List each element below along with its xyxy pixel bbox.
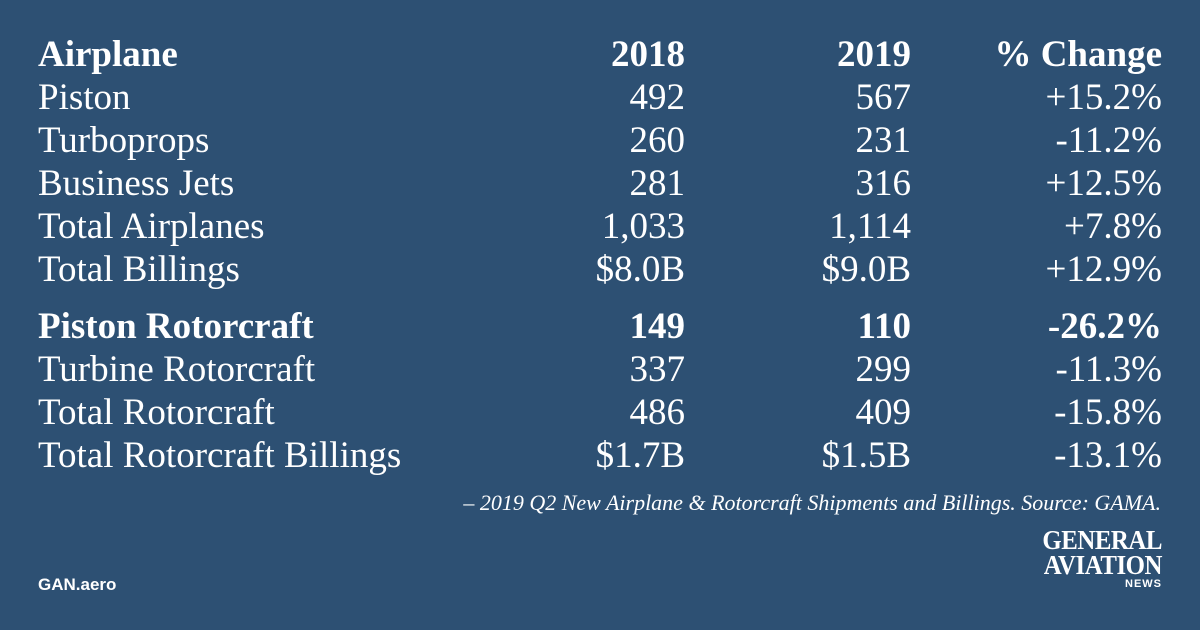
column-header-airplane: Airplane xyxy=(38,34,178,75)
table-row: Turboprops 260 231 -11.2% xyxy=(38,119,1162,162)
value-2019: 299 xyxy=(855,349,912,390)
value-change: -11.3% xyxy=(1055,349,1162,390)
table-row: Total Rotorcraft 486 409 -15.8% xyxy=(38,391,1162,434)
value-change: +7.8% xyxy=(1064,206,1162,247)
value-change: +12.9% xyxy=(1045,249,1162,290)
column-header-change: % Change xyxy=(994,34,1162,75)
value-2018: $1.7B xyxy=(595,435,685,476)
table-row: Turbine Rotorcraft 337 299 -11.3% xyxy=(38,348,1162,391)
value-2018: 149 xyxy=(629,306,686,347)
value-2018: 281 xyxy=(629,163,686,204)
value-change: -13.1% xyxy=(1054,435,1162,476)
value-2019: $1.5B xyxy=(821,435,911,476)
value-2019: 567 xyxy=(855,77,912,118)
row-label: Piston xyxy=(38,77,131,118)
table-row: Piston Rotorcraft 149 110 -26.2% xyxy=(38,305,1162,348)
site-url: GAN.aero xyxy=(38,575,117,594)
value-2019: 110 xyxy=(857,306,911,347)
source-caption: – 2019 Q2 New Airplane & Rotorcraft Ship… xyxy=(463,490,1161,515)
table-row: Total Rotorcraft Billings $1.7B $1.5B -13.1… xyxy=(38,434,1162,477)
logo-line-news: NEWS xyxy=(1125,578,1162,590)
value-2019: 316 xyxy=(855,163,912,204)
value-2019: 1,114 xyxy=(829,206,911,247)
table-header-row: Airplane 2018 2019 % Change xyxy=(38,33,1162,76)
value-2018: 1,033 xyxy=(601,206,685,247)
shipments-table: Airplane 2018 2019 % Change Piston 492 567… xyxy=(38,33,1162,477)
logo-line-aviation: AVIATION xyxy=(1043,550,1163,580)
row-label: Turbine Rotorcraft xyxy=(38,349,316,390)
value-2018: $8.0B xyxy=(595,249,685,290)
column-header-2019: 2019 xyxy=(837,34,911,75)
value-2018: 486 xyxy=(629,392,686,433)
row-label: Total Rotorcraft Billings xyxy=(38,435,402,476)
logo-line-general: GENERAL xyxy=(1042,525,1162,555)
value-2019: 409 xyxy=(855,392,912,433)
value-2019: 231 xyxy=(855,120,912,161)
value-change: +12.5% xyxy=(1045,163,1162,204)
column-header-2018: 2018 xyxy=(611,34,685,75)
value-2018: 337 xyxy=(629,349,686,390)
value-change: -15.8% xyxy=(1054,392,1162,433)
general-aviation-news-logo: GENERAL AVIATION NEWS xyxy=(1012,525,1163,591)
value-change: -11.2% xyxy=(1055,120,1162,161)
row-label: Total Billings xyxy=(38,249,240,290)
row-label: Total Airplanes xyxy=(38,206,265,247)
row-label: Piston Rotorcraft xyxy=(38,306,314,347)
row-label: Total Rotorcraft xyxy=(38,392,275,433)
value-2018: 492 xyxy=(629,77,686,118)
row-label: Business Jets xyxy=(38,163,235,204)
table-body: Piston 492 567 +15.2% Turboprops 260 231 -11.2%… xyxy=(38,76,1162,477)
table-row: Total Billings $8.0B $9.0B +12.9% xyxy=(38,248,1162,291)
value-change: +15.2% xyxy=(1045,77,1162,118)
value-2018: 260 xyxy=(629,120,686,161)
row-label: Turboprops xyxy=(38,120,210,161)
value-2019: $9.0B xyxy=(821,249,911,290)
table-row: Total Airplanes 1,033 1,114 +7.8% xyxy=(38,205,1162,248)
table-row: Piston 492 567 +15.2% xyxy=(38,76,1162,119)
value-change: -26.2% xyxy=(1047,306,1162,347)
table-row: Business Jets 281 316 +12.5% xyxy=(38,162,1162,205)
